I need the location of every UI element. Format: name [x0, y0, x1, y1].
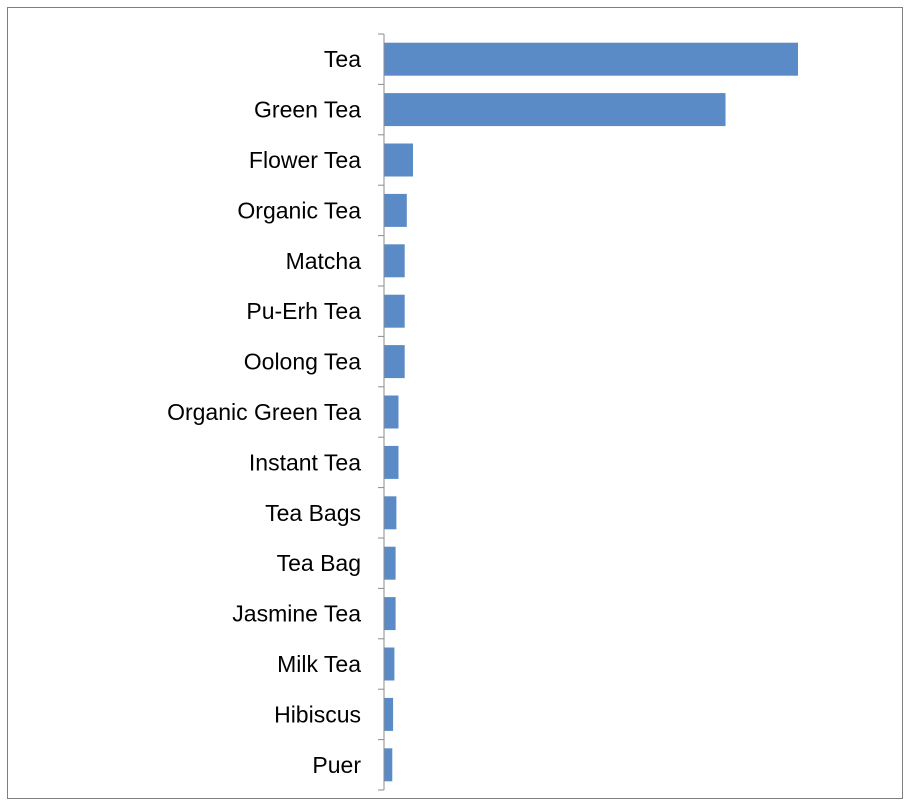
- category-label: Milk Tea: [277, 651, 361, 677]
- category-label: Tea Bag: [277, 550, 361, 576]
- category-label: Tea: [324, 46, 361, 72]
- bars-layer: [384, 42, 798, 782]
- bar: [384, 395, 399, 429]
- bar: [384, 697, 394, 731]
- category-label: Jasmine Tea: [232, 601, 361, 627]
- chart-frame: [7, 7, 903, 799]
- category-label: Green Tea: [254, 97, 361, 123]
- bar: [384, 345, 405, 379]
- bar: [384, 193, 407, 227]
- bar: [384, 143, 413, 177]
- category-label: Organic Green Tea: [167, 399, 361, 425]
- category-label: Puer: [312, 752, 361, 778]
- bar: [384, 496, 397, 530]
- category-label: Tea Bags: [265, 500, 361, 526]
- bar: [384, 93, 726, 127]
- category-label: Instant Tea: [249, 449, 361, 475]
- category-axis: [378, 33, 385, 791]
- category-label: Matcha: [286, 248, 362, 274]
- bar: [384, 244, 405, 278]
- category-label: Hibiscus: [274, 701, 361, 727]
- category-label: Oolong Tea: [244, 349, 361, 375]
- bar: [384, 597, 396, 631]
- category-labels: Tea Green Tea Flower Tea Organic Tea Matcha P…: [167, 46, 361, 778]
- bar: [384, 546, 396, 580]
- bar: [384, 445, 399, 479]
- bar: [384, 748, 393, 782]
- category-label: Organic Tea: [237, 197, 361, 223]
- category-label: Pu-Erh Tea: [246, 298, 361, 324]
- bar: [384, 42, 798, 76]
- bar: [384, 647, 395, 681]
- category-label: Flower Tea: [249, 147, 361, 173]
- bar: [384, 294, 405, 328]
